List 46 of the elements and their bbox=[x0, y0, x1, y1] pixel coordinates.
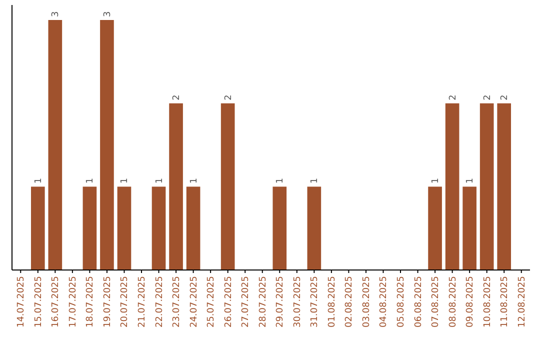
x-tick-label: 19.07.2025 bbox=[102, 276, 113, 328]
x-tick-label: 04.08.2025 bbox=[379, 276, 390, 328]
x-tick-label: 26.07.2025 bbox=[224, 276, 234, 328]
data-label: 2 bbox=[482, 94, 493, 100]
data-label: 2 bbox=[448, 94, 458, 100]
x-tick-label: 28.07.2025 bbox=[258, 276, 268, 328]
data-label: 3 bbox=[102, 11, 113, 17]
x-tick-label: 29.07.2025 bbox=[276, 276, 286, 328]
x-tick-label: 07.08.2025 bbox=[431, 276, 442, 328]
data-label: 1 bbox=[466, 178, 476, 184]
data-label: 2 bbox=[172, 94, 182, 100]
data-label: 1 bbox=[154, 178, 165, 184]
x-tick-label: 25.07.2025 bbox=[206, 276, 217, 328]
x-tick-label: 23.07.2025 bbox=[172, 276, 182, 328]
data-label: 2 bbox=[224, 94, 234, 100]
x-tick-label: 11.08.2025 bbox=[500, 276, 510, 328]
x-tick-label: 15.07.2025 bbox=[34, 276, 44, 328]
x-tick-label: 31.07.2025 bbox=[310, 276, 320, 328]
x-tick-label: 18.07.2025 bbox=[86, 276, 96, 328]
data-label: 2 bbox=[500, 94, 510, 100]
x-tick-label: 03.08.2025 bbox=[362, 276, 372, 328]
x-tick-label: 20.07.2025 bbox=[120, 276, 130, 328]
x-tick-label: 14.07.2025 bbox=[16, 276, 27, 328]
x-tick-label: 21.07.2025 bbox=[138, 276, 148, 328]
x-tick-label: 05.08.2025 bbox=[396, 276, 406, 328]
x-tick-label: 09.08.2025 bbox=[466, 276, 476, 328]
data-label: 1 bbox=[120, 178, 130, 184]
x-tick-label: 16.07.2025 bbox=[51, 276, 62, 328]
x-tick-label: 12.08.2025 bbox=[517, 276, 528, 328]
x-tick-label: 02.08.2025 bbox=[344, 276, 355, 328]
x-tick-label: 10.08.2025 bbox=[482, 276, 493, 328]
x-tick-label: 01.08.2025 bbox=[327, 276, 338, 328]
x-tick-label: 22.07.2025 bbox=[154, 276, 165, 328]
data-label: 1 bbox=[310, 178, 320, 184]
data-label: 1 bbox=[189, 178, 200, 184]
data-label: 3 bbox=[51, 11, 62, 17]
x-tick-label: 27.07.2025 bbox=[241, 276, 252, 328]
data-label: 1 bbox=[431, 178, 442, 184]
x-tick-label: 30.07.2025 bbox=[292, 276, 303, 328]
x-tick-label: 08.08.2025 bbox=[448, 276, 458, 328]
data-label: 1 bbox=[86, 178, 96, 184]
data-label: 1 bbox=[276, 178, 286, 184]
x-tick-label: 17.07.2025 bbox=[68, 276, 78, 328]
x-tick-label: 06.08.2025 bbox=[414, 276, 424, 328]
x-tick-label: 24.07.2025 bbox=[189, 276, 200, 328]
data-label: 1 bbox=[34, 178, 44, 184]
